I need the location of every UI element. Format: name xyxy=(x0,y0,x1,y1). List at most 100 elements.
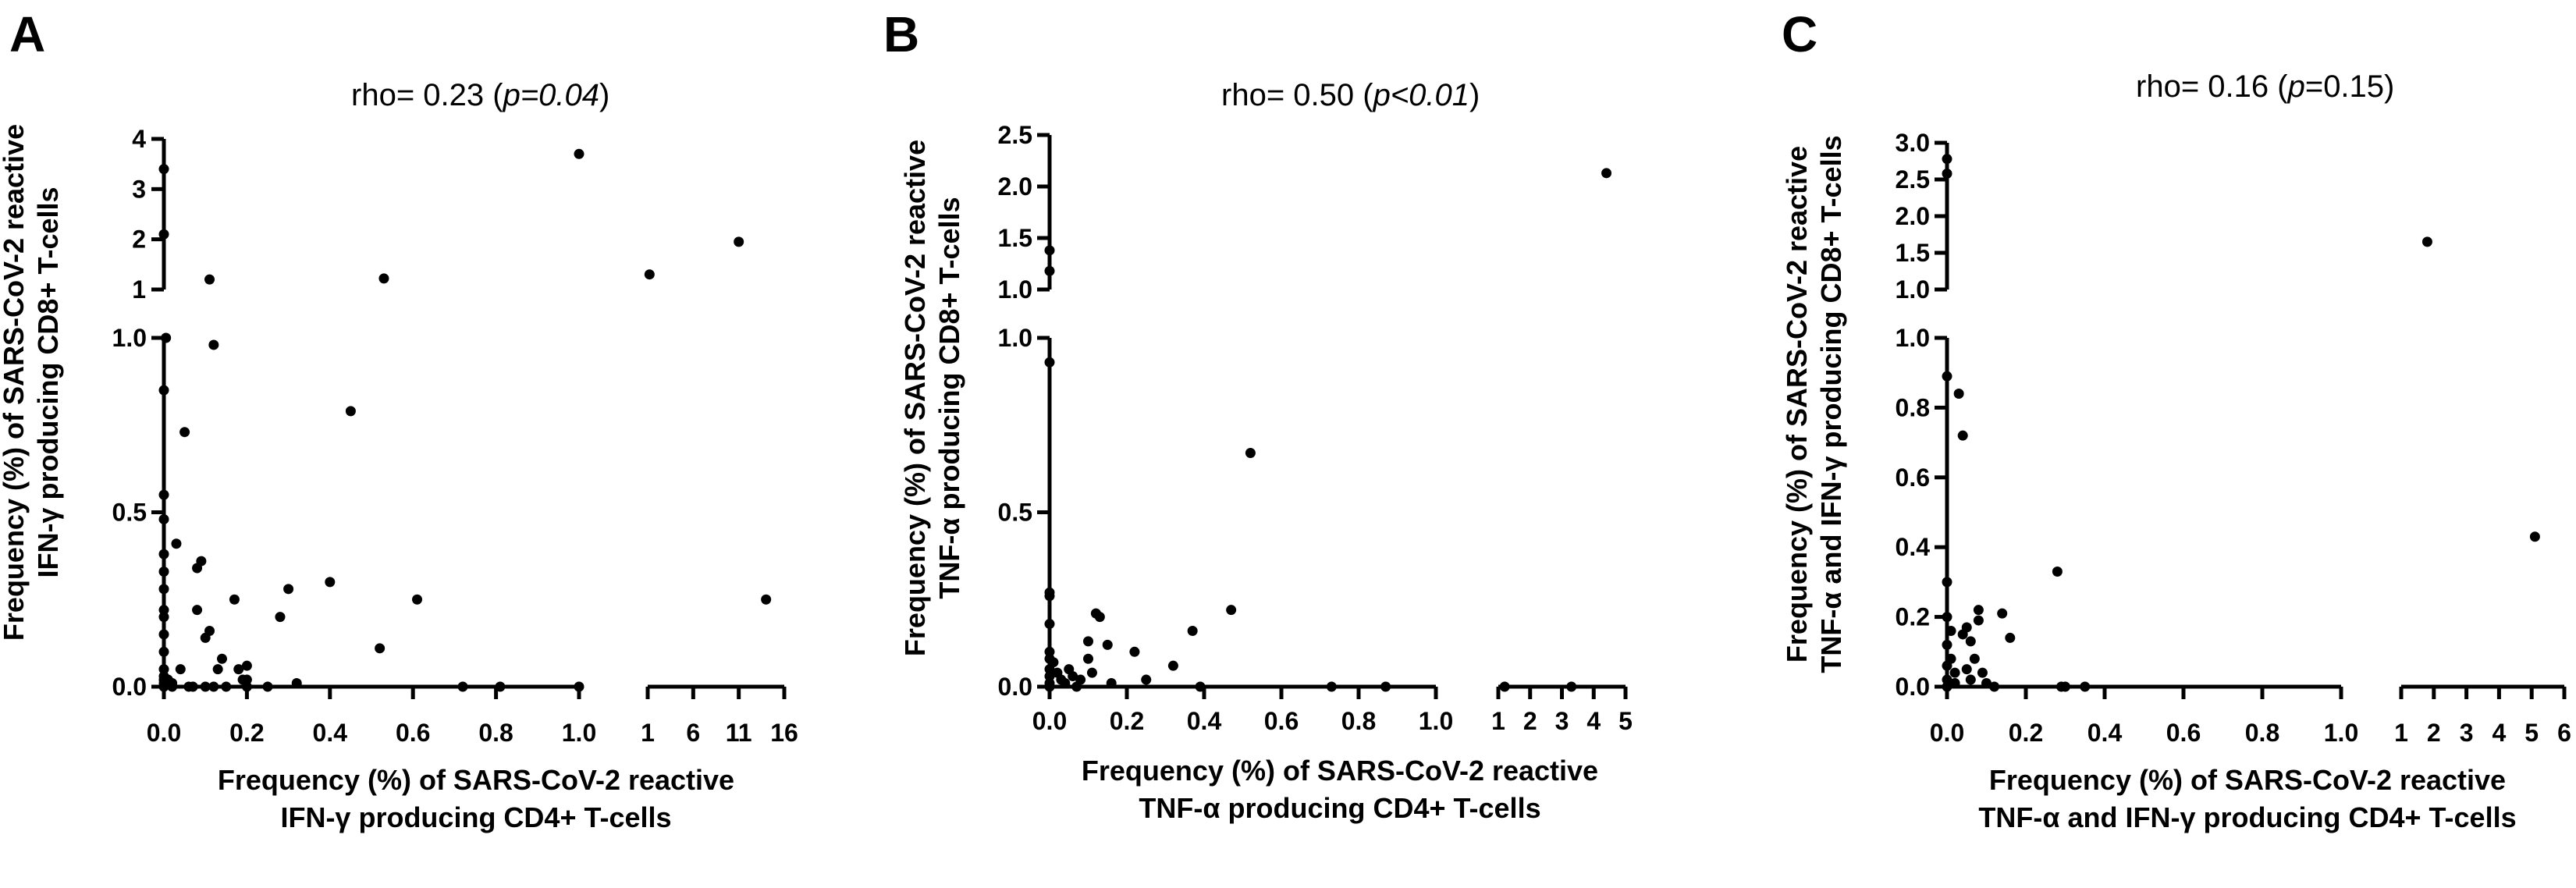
scatter-point xyxy=(1167,660,1178,671)
scatter-point xyxy=(1942,639,1952,650)
x-tick-label: 0.4 xyxy=(313,719,348,747)
panel-letter-a: A xyxy=(9,6,45,62)
x-axis-label-b-line2: TNF-α producing CD4+ T-cells xyxy=(1139,792,1540,824)
scatter-point xyxy=(1961,622,1972,633)
scatter-point xyxy=(1973,615,1984,626)
scatter-point xyxy=(1965,636,1976,647)
x-tick-label: 2 xyxy=(2427,719,2441,747)
x-tick-label: 0.6 xyxy=(396,719,430,747)
svg-text:TNF-α producing CD8+ T-cells: TNF-α producing CD8+ T-cells xyxy=(933,197,965,599)
scatter-point xyxy=(1044,591,1055,602)
svg-text:Frequency (%) of SARS-CoV-2 r: Frequency (%) of SARS-CoV-2 reactive xyxy=(1781,146,1813,662)
scatter-point xyxy=(171,538,182,549)
y-tick-label: 0.4 xyxy=(1896,533,1931,561)
y-tick-label: 2.0 xyxy=(998,172,1032,201)
svg-text:Frequency (%) of SARS-CoV-2 r: Frequency (%) of SARS-CoV-2 reactive xyxy=(0,124,30,641)
y-tick-label: 3 xyxy=(132,175,146,203)
x-tick-label: 0.4 xyxy=(2087,719,2123,747)
scatter-point xyxy=(1945,653,1956,664)
x-tick-label: 1.0 xyxy=(2324,719,2358,747)
scatter-point xyxy=(345,406,356,417)
scatter-point xyxy=(378,273,389,284)
scatter-point xyxy=(2052,566,2063,577)
scatter-point xyxy=(158,584,169,595)
scatter-point xyxy=(1187,625,1198,636)
x-tick-label: 0.0 xyxy=(1930,719,1964,747)
x-tick-label: 0.2 xyxy=(2009,719,2043,747)
y-tick-label: 2.5 xyxy=(1896,165,1930,194)
scatter-point xyxy=(158,489,169,500)
scatter-point xyxy=(158,605,169,616)
scatter-point xyxy=(204,274,215,285)
x-tick-label: 6 xyxy=(686,719,700,747)
scatter-point xyxy=(1195,681,1206,692)
scatter-point xyxy=(644,269,655,280)
scatter-point xyxy=(1075,674,1086,685)
scatter-point xyxy=(1226,605,1237,616)
scatter-point xyxy=(1953,389,1964,400)
scatter-point xyxy=(233,664,244,675)
scatter-point xyxy=(1981,678,1992,689)
scatter-point xyxy=(158,385,169,396)
x-tick-label: 0.0 xyxy=(1032,707,1067,735)
y-tick-label: 0.0 xyxy=(112,673,147,701)
scatter-point xyxy=(1961,664,1972,675)
scatter-point xyxy=(1957,430,1968,441)
scatter-point xyxy=(175,664,186,675)
scatter-point xyxy=(158,646,169,657)
scatter-point xyxy=(2529,531,2540,542)
x-tick-label: 0.0 xyxy=(147,719,181,747)
x-axis-label-a-line1: Frequency (%) of SARS-CoV-2 reactive xyxy=(218,764,734,796)
scatter-point xyxy=(158,612,169,623)
scatter-point xyxy=(179,427,190,438)
scatter-point xyxy=(1973,605,1984,616)
x-axis-label-c-line1: Frequency (%) of SARS-CoV-2 reactive xyxy=(1989,764,2506,796)
y-tick-label: 0.5 xyxy=(112,499,147,527)
points-b xyxy=(1044,168,1612,692)
y-tick-label: 1.5 xyxy=(998,224,1032,252)
panel-b: B rho= 0.50 (p<0.01) Frequency (%) of SA… xyxy=(883,6,1633,824)
axes-b: 0.0 0.2 0.4 0.6 0.8 1.0 1 2 3 4 5 0.0 0.5 1.0 1.0 1.5 2.… xyxy=(998,121,1633,735)
x-tick-label: 0.8 xyxy=(1341,707,1376,735)
panel-letter-b: B xyxy=(883,6,919,62)
stat-text-b: rho= 0.50 (p<0.01) xyxy=(1221,78,1480,112)
y-tick-label: 4 xyxy=(132,125,146,153)
x-tick-label: 0.8 xyxy=(478,719,513,747)
x-tick-label: 2 xyxy=(1523,707,1537,735)
scatter-point xyxy=(1949,678,1960,689)
scatter-point xyxy=(1949,667,1960,678)
scatter-point xyxy=(2005,632,2016,643)
x-tick-label: 0.6 xyxy=(1264,707,1299,735)
x-tick-label: 4 xyxy=(2493,719,2507,747)
panel-a: A rho= 0.23 (p=0.04) Frequency (%) of SA… xyxy=(0,6,798,833)
scatter-point xyxy=(761,594,772,605)
x-tick-label: 0.2 xyxy=(1110,707,1144,735)
y-tick-label: 1.0 xyxy=(998,324,1032,352)
points-a xyxy=(158,148,772,692)
y-tick-label: 1.5 xyxy=(1896,239,1930,267)
svg-text:TNF-α and IFN-γ producing CD8+: TNF-α and IFN-γ producing CD8+ T-cells xyxy=(1815,135,1847,673)
scatter-point xyxy=(1499,681,1510,692)
scatter-point xyxy=(158,513,169,524)
scatter-point xyxy=(1942,371,1952,382)
scatter-point xyxy=(1060,678,1071,689)
scatter-point xyxy=(204,625,215,636)
scatter-point xyxy=(375,643,386,654)
panel-letter-c: C xyxy=(1782,6,1817,62)
scatter-point xyxy=(574,148,584,159)
scatter-point xyxy=(158,566,169,577)
svg-text:IFN-γ producing CD8+ T-cells: IFN-γ producing CD8+ T-cells xyxy=(32,186,64,577)
x-tick-label: 11 xyxy=(726,719,752,747)
y-tick-label: 1.0 xyxy=(998,275,1032,304)
x-tick-label: 3 xyxy=(1555,707,1569,735)
y-tick-label: 3.0 xyxy=(1896,129,1930,157)
scatter-point xyxy=(1083,653,1093,664)
x-tick-label: 1 xyxy=(641,719,655,747)
scatter-point xyxy=(208,339,219,350)
scatter-point xyxy=(1048,657,1059,668)
y-tick-label: 2 xyxy=(132,226,146,254)
scatter-point xyxy=(1106,678,1117,689)
scatter-point xyxy=(221,681,232,692)
scatter-point xyxy=(2060,681,2070,692)
